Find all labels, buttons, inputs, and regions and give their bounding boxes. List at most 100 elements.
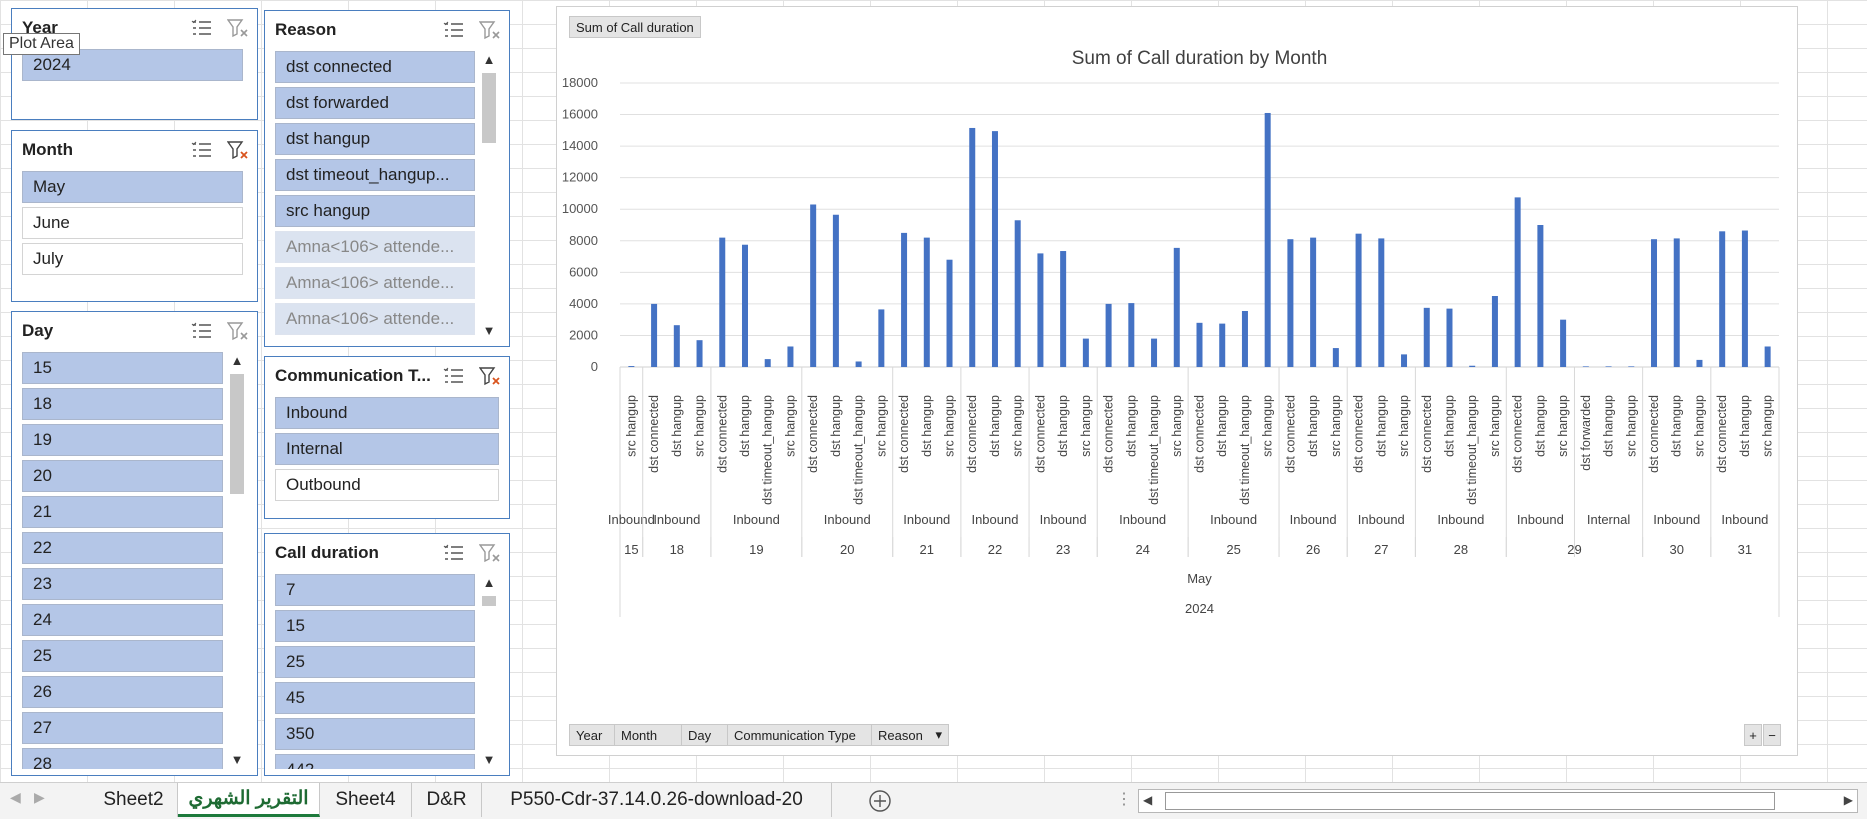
field-button-communication-type[interactable]: Communication Type ▾ bbox=[727, 724, 887, 746]
bar bbox=[1605, 366, 1612, 367]
slicer-item[interactable]: dst connected bbox=[275, 51, 475, 83]
scrollbar-thumb[interactable] bbox=[482, 596, 496, 606]
slicer-item[interactable]: 28 bbox=[22, 748, 223, 769]
slicer-item[interactable]: 25 bbox=[275, 646, 475, 678]
clear-filter-icon[interactable] bbox=[227, 321, 249, 341]
slicer-item[interactable]: dst forwarded bbox=[275, 87, 475, 119]
slicer-item[interactable]: dst hangup bbox=[275, 123, 475, 155]
chart-plot[interactable]: Sum of Call duration by Month 0 2000 4000 60… bbox=[557, 7, 1799, 757]
slicer-item[interactable]: Internal bbox=[275, 433, 499, 465]
x-type-label: Inbound bbox=[1517, 512, 1564, 527]
slicer-item[interactable]: 18 bbox=[22, 388, 223, 420]
x-day-label: 29 bbox=[1567, 542, 1581, 557]
bar bbox=[969, 127, 976, 367]
clear-filter-icon[interactable] bbox=[227, 140, 249, 160]
scroll-up-icon[interactable]: ▲ bbox=[230, 353, 244, 368]
bar bbox=[1082, 338, 1089, 367]
slicer-item[interactable]: 19 bbox=[22, 424, 223, 456]
y-tick-label: 2000 bbox=[569, 327, 598, 342]
scroll-left-icon[interactable]: ◀ bbox=[1143, 793, 1153, 807]
prev-sheet-icon[interactable]: ◀ bbox=[10, 789, 21, 805]
multi-select-icon[interactable] bbox=[443, 20, 465, 40]
slicer-item[interactable]: Inbound bbox=[275, 397, 499, 429]
x-type-label: Inbound bbox=[1437, 512, 1484, 527]
scroll-up-icon[interactable]: ▲ bbox=[482, 575, 496, 590]
slicer-item[interactable]: Amna<106> attende... bbox=[275, 303, 475, 335]
scrollbar-thumb[interactable] bbox=[230, 374, 244, 494]
scrollbar[interactable]: ▲ ▼ bbox=[479, 51, 499, 340]
add-sheet-icon[interactable] bbox=[868, 789, 892, 813]
slicer-item[interactable]: 20 bbox=[22, 460, 223, 492]
field-button-label: Day bbox=[688, 727, 712, 743]
multi-select-icon[interactable] bbox=[191, 321, 213, 341]
slicer-item[interactable]: 45 bbox=[275, 682, 475, 714]
slicer-item[interactable]: 7 bbox=[275, 574, 475, 606]
sheet-tab[interactable]: التقرير الشهري bbox=[178, 783, 320, 817]
slicer-item[interactable]: 23 bbox=[22, 568, 223, 600]
slicer-item[interactable]: 24 bbox=[22, 604, 223, 636]
slicer-item[interactable]: 21 bbox=[22, 496, 223, 528]
horizontal-scrollbar[interactable]: ◀ ▶ bbox=[1138, 789, 1858, 813]
slicer-item[interactable]: 25 bbox=[22, 640, 223, 672]
scroll-down-icon[interactable]: ▼ bbox=[230, 752, 244, 767]
scroll-down-icon[interactable]: ▼ bbox=[482, 752, 496, 767]
x-reason-label: src hangup bbox=[1488, 395, 1502, 457]
slicer-item[interactable]: July bbox=[22, 243, 243, 275]
x-reason-label: dst connected bbox=[1033, 395, 1047, 473]
multi-select-icon[interactable] bbox=[443, 366, 465, 386]
slicer-item[interactable]: 350 bbox=[275, 718, 475, 750]
bar bbox=[1446, 308, 1453, 367]
bar bbox=[628, 366, 635, 367]
pivot-chart[interactable]: Sum of Call duration Sum of Call duratio… bbox=[556, 6, 1798, 756]
multi-select-icon[interactable] bbox=[191, 18, 213, 38]
field-button-reason[interactable]: Reason ▾ bbox=[871, 724, 949, 746]
clear-filter-icon[interactable] bbox=[227, 18, 249, 38]
tab-split-handle[interactable]: ⋮ bbox=[1116, 791, 1132, 808]
sheet-tab[interactable]: Sheet2 bbox=[90, 783, 178, 817]
slicer-item[interactable]: 442 bbox=[275, 754, 475, 769]
bar bbox=[810, 204, 817, 367]
clear-filter-icon[interactable] bbox=[479, 20, 501, 40]
scroll-right-icon[interactable]: ▶ bbox=[1843, 793, 1853, 807]
slicer-item[interactable]: Amna<106> attende... bbox=[275, 231, 475, 263]
slicer-item[interactable]: 15 bbox=[275, 610, 475, 642]
x-reason-label: dst connected bbox=[1102, 395, 1116, 473]
multi-select-icon[interactable] bbox=[443, 543, 465, 563]
sheet-tab[interactable]: P550-Cdr-37.14.0.26-download-20 bbox=[482, 783, 832, 817]
y-tick-label: 6000 bbox=[569, 264, 598, 279]
bar bbox=[1651, 239, 1658, 367]
scrollbar[interactable]: ▲ ▼ bbox=[479, 574, 499, 769]
slicer-item[interactable]: 27 bbox=[22, 712, 223, 744]
bar bbox=[1401, 354, 1408, 367]
sheet-tab[interactable]: Sheet4 bbox=[320, 783, 412, 817]
horizontal-scrollbar-thumb[interactable] bbox=[1165, 792, 1775, 810]
slicer-item[interactable]: May bbox=[22, 171, 243, 203]
day-slicer: Day 15 18 19 20 21 22 23 24 25 26 27 28 ▲ ▼ bbox=[11, 311, 258, 776]
slicer-title: Month bbox=[22, 140, 73, 159]
x-reason-label: dst hangup bbox=[1056, 395, 1070, 457]
slicer-item[interactable]: Outbound bbox=[275, 469, 499, 501]
zoom-in-button[interactable]: + bbox=[1744, 724, 1762, 746]
scroll-up-icon[interactable]: ▲ bbox=[482, 52, 496, 67]
y-tick-label: 18000 bbox=[562, 75, 598, 90]
sheet-tab[interactable]: D&R bbox=[412, 783, 482, 817]
slicer-item[interactable]: 26 bbox=[22, 676, 223, 708]
scroll-down-icon[interactable]: ▼ bbox=[482, 323, 496, 338]
slicer-item[interactable]: dst timeout_hangup... bbox=[275, 159, 475, 191]
slicer-item[interactable]: 22 bbox=[22, 532, 223, 564]
y-tick-label: 4000 bbox=[569, 296, 598, 311]
zoom-out-button[interactable]: − bbox=[1763, 724, 1781, 746]
slicer-item[interactable]: Amna<106> attende... bbox=[275, 267, 475, 299]
slicer-item[interactable]: src hangup bbox=[275, 195, 475, 227]
slicer-title: Call duration bbox=[275, 543, 379, 562]
bar bbox=[1196, 322, 1203, 367]
clear-filter-icon[interactable] bbox=[479, 543, 501, 563]
slicer-item[interactable]: 15 bbox=[22, 352, 223, 384]
slicer-item[interactable]: June bbox=[22, 207, 243, 239]
value-field-button[interactable]: Sum of Call duration bbox=[569, 16, 701, 38]
multi-select-icon[interactable] bbox=[191, 140, 213, 160]
clear-filter-icon[interactable] bbox=[479, 366, 501, 386]
scrollbar-thumb[interactable] bbox=[482, 73, 496, 143]
next-sheet-icon[interactable]: ▶ bbox=[34, 789, 45, 805]
scrollbar[interactable]: ▲ ▼ bbox=[227, 352, 247, 769]
